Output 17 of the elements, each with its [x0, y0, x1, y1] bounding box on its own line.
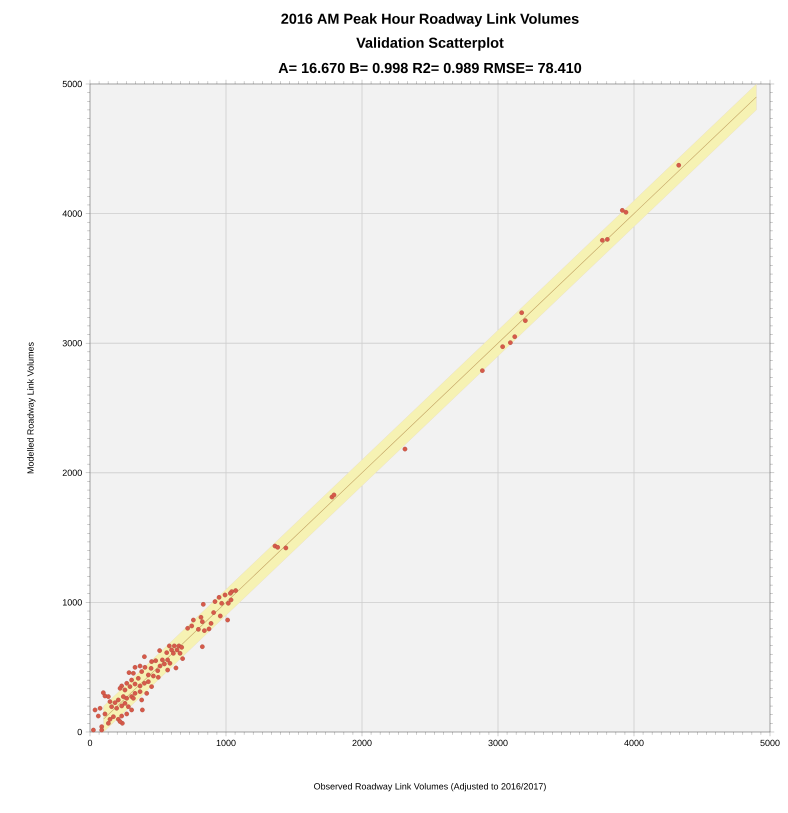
y-tick-label: 5000 [62, 80, 82, 88]
text: A= 16.670 B= 0.998 R2= 0.989 RMSE= 78.410 [278, 62, 582, 74]
x-tick-label: 1000 [216, 740, 236, 746]
y-tick-label: 0 [78, 728, 82, 736]
chart-subtitle: Validation Scatterplot [356, 37, 504, 51]
y-tick-label: 4000 [62, 210, 82, 217]
x-axis-title: Observed Roadway Link Volumes (Adjusted to 2016/2017) [314, 782, 546, 792]
y-tick-label: 2000 [62, 470, 82, 476]
x-tick-label: 0 [88, 740, 92, 746]
y-axis-title: Modelled Roadway Link Volumes [27, 342, 36, 474]
y-tick-label: 1000 [62, 599, 82, 606]
chart-title: 2016 AM Peak Hour Roadway Link Volumes [281, 13, 579, 27]
x-tick-label: 4000 [624, 740, 644, 746]
x-tick-label: 5000 [760, 740, 780, 746]
y-tick-label: 3000 [62, 340, 82, 346]
x-tick-label: 3000 [488, 740, 508, 746]
x-tick-label: 2000 [352, 740, 372, 746]
